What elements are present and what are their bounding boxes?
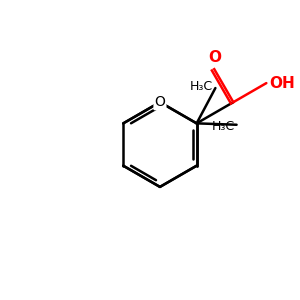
Text: H₃C: H₃C [190, 80, 213, 93]
Text: OH: OH [270, 76, 296, 91]
Text: H₃C: H₃C [211, 120, 234, 133]
Text: O: O [154, 95, 165, 109]
Text: O: O [208, 50, 221, 65]
